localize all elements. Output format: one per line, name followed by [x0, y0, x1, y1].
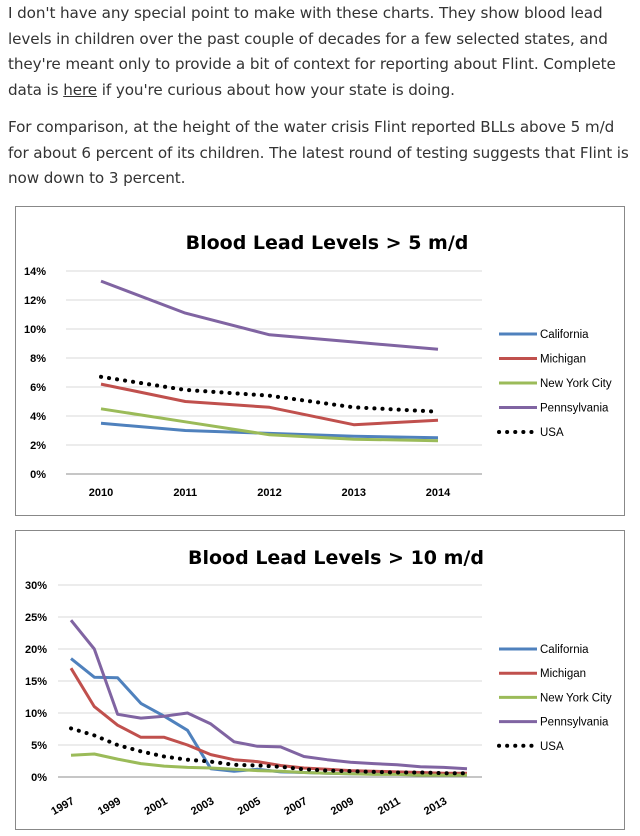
x-tick-label: 2011 — [173, 487, 197, 499]
series-line-usa — [69, 726, 469, 776]
y-tick-label: 30% — [25, 580, 47, 592]
series-line-michigan — [69, 667, 467, 775]
x-tick-label: 2003 — [189, 795, 216, 818]
comparison-paragraph: For comparison, at the height of the wat… — [8, 118, 629, 187]
y-tick-label: 6% — [30, 382, 46, 394]
chart-title: Blood Lead Levels > 5 m/d — [186, 232, 469, 254]
x-tick-label: 1999 — [96, 795, 123, 818]
x-tick-label: 1997 — [49, 795, 76, 818]
legend-label-pennsylvania: Pennsylvania — [540, 403, 609, 415]
chart-bll-10: Blood Lead Levels > 10 m/d 0% 5% 10% 15% 20% 2… — [15, 530, 625, 830]
intro-text-1: I don't have any special point to make w… — [8, 4, 616, 99]
x-tick-label: 2009 — [329, 795, 356, 818]
series-line-pennsylvania — [100, 279, 439, 351]
y-tick-label: 14% — [24, 266, 46, 278]
x-tick-label: 2005 — [236, 795, 263, 818]
y-tick-label: 8% — [30, 353, 46, 365]
legend-label-california: California — [540, 329, 589, 341]
chart-bll-5: Blood Lead Levels > 5 m/d 0% 2% 4% 6% 8% 10% 12… — [15, 206, 625, 516]
y-tick-label: 10% — [24, 324, 46, 336]
y-tick-label: 10% — [25, 708, 47, 720]
y-tick-label: 2% — [30, 440, 46, 452]
y-tick-label: 20% — [25, 644, 47, 656]
chart-bll-10-svg: Blood Lead Levels > 10 m/d 0% 5% 10% 15% 20% 2… — [25, 547, 612, 818]
x-tick-label: 2010 — [89, 487, 113, 499]
series-line-michigan — [100, 382, 439, 427]
x-tick-label: 2012 — [257, 487, 281, 499]
series-line-new-york-city — [100, 407, 439, 443]
x-tick-label: 2011 — [376, 795, 403, 817]
x-tick-label: 2001 — [142, 795, 169, 818]
legend-label-new-york-city: New York City — [540, 378, 612, 390]
legend-label-usa: USA — [540, 427, 564, 439]
y-tick-label: 12% — [24, 295, 46, 307]
series-line-usa — [99, 374, 440, 414]
legend-label-michigan: Michigan — [540, 354, 586, 366]
legend-label-michigan: Michigan — [540, 668, 586, 680]
data-link[interactable]: here — [63, 80, 98, 99]
y-tick-label: 15% — [25, 676, 47, 688]
legend-label-california: California — [540, 644, 589, 656]
series-line-new-york-city — [70, 752, 467, 777]
y-tick-label: 0% — [31, 772, 47, 784]
x-tick-label: 2013 — [422, 795, 449, 818]
y-tick-label: 25% — [25, 612, 47, 624]
y-tick-label: 4% — [30, 411, 46, 423]
series-line-pennsylvania — [69, 619, 468, 771]
legend-label-pennsylvania: Pennsylvania — [540, 717, 609, 729]
intro-paragraph: I don't have any special point to make w… — [8, 1, 638, 103]
legend-label-usa: USA — [540, 741, 564, 753]
intro-text-2: if you're curious about how your state i… — [97, 80, 455, 99]
x-tick-label: 2014 — [426, 487, 451, 499]
x-tick-label: 2013 — [342, 487, 366, 499]
legend-label-new-york-city: New York City — [540, 692, 612, 704]
chart-bll-5-svg: Blood Lead Levels > 5 m/d 0% 2% 4% 6% 8% 10% 12… — [24, 232, 612, 499]
chart-title: Blood Lead Levels > 10 m/d — [188, 547, 484, 569]
y-tick-label: 5% — [31, 740, 47, 752]
y-tick-label: 0% — [30, 469, 46, 481]
x-tick-label: 2007 — [282, 795, 309, 818]
